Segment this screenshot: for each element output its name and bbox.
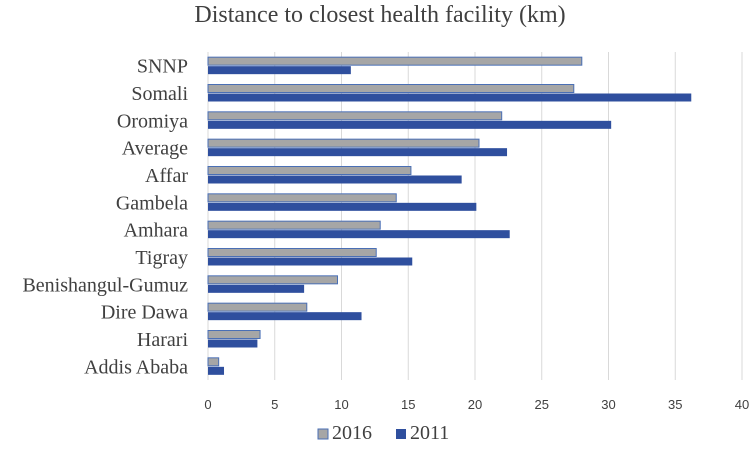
bar-2016-dire-dawa: [207, 302, 308, 312]
x-tick-label: 10: [334, 397, 348, 412]
bar-2016-gambela: [207, 193, 397, 203]
legend-swatch-2011: [396, 429, 406, 439]
bar-2011-affar: [208, 175, 462, 184]
bar-2016-somali: [207, 84, 575, 93]
bar-2011-addis-ababa: [208, 366, 225, 375]
category-label: Harari: [137, 329, 189, 351]
category-label: Amhara: [124, 220, 189, 242]
category-label: Oromiya: [117, 110, 188, 132]
legend-label-2016: 2016: [332, 422, 372, 444]
category-labels: SNNP Somali Oromiya Average Affar Gambela Amha…: [22, 56, 188, 379]
bar-2016-average: [207, 138, 480, 148]
bars: [207, 56, 692, 375]
x-tick-label: 40: [735, 397, 749, 412]
category-label: Benishangul-Gumuz: [22, 274, 188, 296]
category-label: Tigray: [135, 247, 188, 269]
bar-2016-amhara: [207, 220, 381, 230]
bar-2016-snnp: [207, 56, 583, 66]
x-tick-label: 0: [204, 397, 211, 412]
legend-label-2011: 2011: [410, 422, 449, 444]
category-label: Gambela: [116, 192, 188, 214]
x-tick-label: 25: [535, 397, 549, 412]
x-tick-label: 30: [601, 397, 615, 412]
gridlines: [207, 52, 743, 380]
bar-2016-addis-ababa: [207, 357, 220, 367]
category-label: Somali: [131, 83, 188, 105]
category-label: Dire Dawa: [101, 302, 188, 324]
bar-2016-oromiya: [207, 111, 503, 121]
x-tick-label: 15: [401, 397, 415, 412]
bar-2011-benishangul-gumuz: [208, 284, 305, 293]
bar-2011-harari: [208, 339, 258, 348]
bar-2011-average: [208, 148, 508, 157]
bar-2016-benishangul-gumuz: [207, 275, 338, 285]
category-label: Affar: [145, 165, 188, 187]
legend-swatch-2016: [317, 428, 329, 440]
chart-title: Distance to closest health facility (km): [194, 2, 565, 28]
bar-2011-dire-dawa: [208, 312, 362, 321]
bar-2011-somali: [208, 93, 692, 102]
bar-2011-amhara: [208, 230, 510, 239]
bar-2016-affar: [207, 166, 412, 175]
x-tick-label: 5: [271, 397, 278, 412]
bar-2011-oromiya: [208, 120, 612, 129]
bar-2011-snnp: [208, 66, 351, 75]
bar-2011-gambela: [208, 202, 477, 211]
category-label: SNNP: [137, 56, 188, 78]
category-label: Average: [122, 138, 188, 160]
bar-2016-tigray: [207, 248, 377, 257]
x-tick-label: 20: [468, 397, 482, 412]
x-tick-labels: 0 5 10 15 20 25 30 35 40: [204, 397, 749, 412]
x-tick-label: 35: [668, 397, 682, 412]
bar-2011-tigray: [208, 257, 413, 266]
legend: 2016 2011: [317, 422, 449, 444]
bar-2016-harari: [207, 330, 261, 339]
category-label: Addis Ababa: [84, 356, 188, 378]
